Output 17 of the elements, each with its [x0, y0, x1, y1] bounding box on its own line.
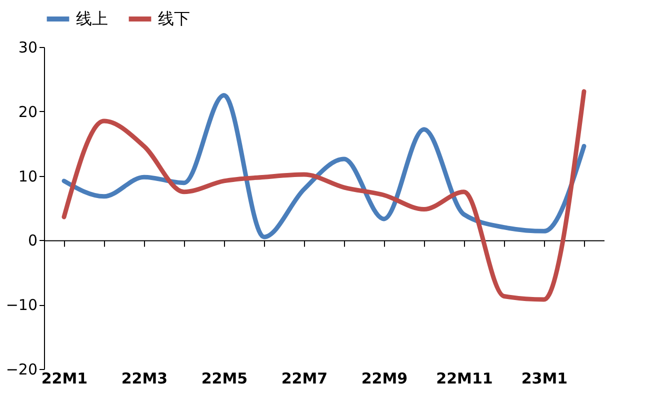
y-tick-label: 10: [18, 167, 38, 186]
x-tick-label: 22M11: [436, 370, 493, 388]
x-tick-label: 22M3: [121, 370, 168, 388]
line-series: [62, 89, 586, 302]
y-tick-label: 0: [28, 232, 38, 250]
x-tick-label: 22M5: [201, 370, 248, 388]
legend-label: 线下: [158, 9, 190, 28]
y-tick-label: −10: [6, 296, 38, 314]
x-tick-label: 22M9: [361, 370, 408, 388]
y-tick-label: 20: [18, 102, 38, 121]
x-tick-label: 22M1: [41, 370, 88, 388]
legend-label: 线上: [76, 9, 108, 28]
y-tick-label: 30: [18, 38, 38, 56]
x-tick-label: 23M1: [521, 370, 568, 388]
x-tick-label: 22M7: [281, 370, 328, 388]
y-tick-label: −20: [6, 360, 38, 378]
line-series: [62, 93, 586, 240]
